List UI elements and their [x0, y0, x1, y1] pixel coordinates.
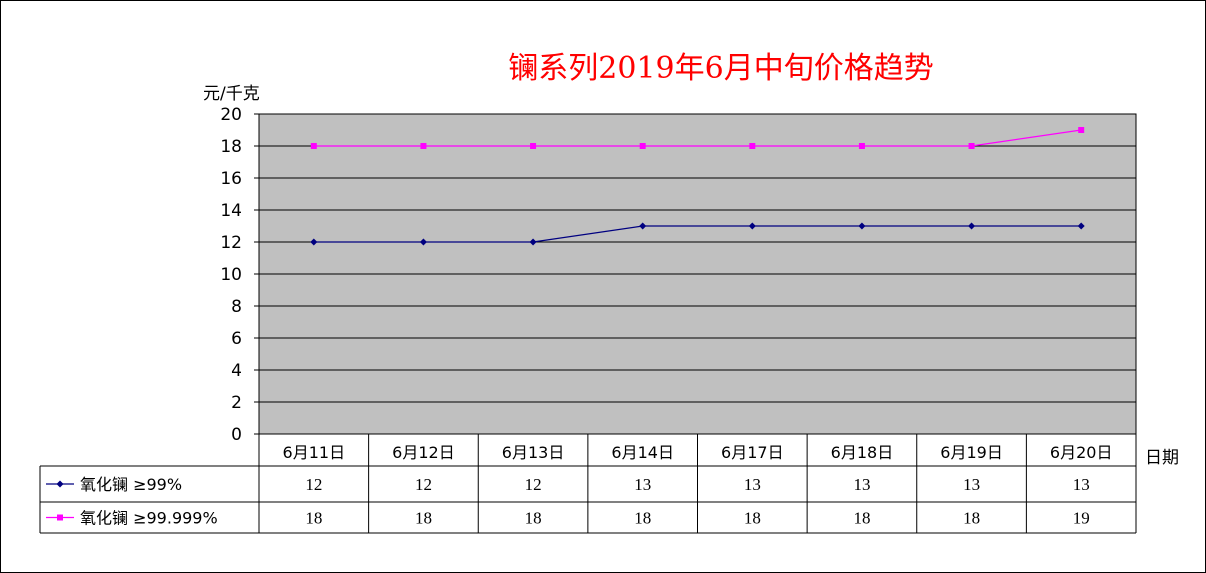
data-point-marker: [858, 143, 865, 149]
y-tick-label: 12: [220, 233, 242, 253]
data-point-marker: [530, 143, 537, 149]
table-value-cell: 12: [415, 475, 432, 494]
y-tick-label: 18: [220, 137, 242, 157]
x-category-label: 6月19日: [940, 443, 1003, 462]
y-axis-unit-label: 元/千克: [203, 84, 260, 104]
data-point-marker: [310, 238, 318, 246]
table-value-cell: 18: [634, 509, 651, 528]
data-point-marker: [858, 222, 866, 230]
table-value-cell: 13: [1073, 475, 1090, 494]
data-point-marker: [310, 143, 317, 149]
table-value-cell: 18: [744, 509, 761, 528]
table-value-cell: 13: [744, 475, 761, 494]
data-point-marker: [639, 222, 647, 230]
legend-marker: [57, 514, 63, 521]
series-line: [313, 129, 1082, 147]
table-value-cell: 18: [525, 509, 542, 528]
data-point-marker: [968, 143, 975, 149]
data-point-marker: [1078, 127, 1085, 133]
y-tick-label: 2: [231, 393, 242, 413]
y-tick-label: 8: [231, 297, 242, 317]
table-value-cell: 18: [853, 509, 870, 528]
x-category-label: 6月18日: [831, 443, 894, 462]
data-point-marker: [639, 143, 646, 149]
legend-marker: [56, 480, 64, 488]
table-value-cell: 18: [963, 509, 980, 528]
data-point-marker: [529, 238, 537, 246]
x-category-label: 6月17日: [721, 443, 784, 462]
table-value-cell: 13: [963, 475, 980, 494]
table-value-cell: 12: [525, 475, 542, 494]
legend-series-name: 氧化镧 ≥99.999%: [80, 509, 218, 528]
table-value-cell: 13: [853, 475, 870, 494]
table-value-cell: 13: [634, 475, 651, 494]
legend-series-name: 氧化镧 ≥99%: [80, 475, 182, 494]
chart-title: 镧系列2019年6月中旬价格趋势: [508, 51, 934, 86]
data-point-marker: [419, 238, 427, 246]
y-tick-label: 10: [220, 265, 242, 285]
x-category-label: 6月12日: [392, 443, 455, 462]
y-tick-label: 16: [220, 169, 242, 189]
data-point-marker: [968, 222, 976, 230]
series-line: [313, 225, 1082, 243]
x-category-label: 6月13日: [502, 443, 565, 462]
table-value-cell: 18: [415, 509, 432, 528]
x-category-label: 6月20日: [1050, 443, 1113, 462]
y-tick-label: 0: [231, 425, 242, 445]
table-value-cell: 18: [305, 509, 322, 528]
data-point-marker: [1077, 222, 1085, 230]
x-category-label: 6月14日: [611, 443, 674, 462]
y-tick-label: 4: [231, 361, 242, 381]
y-tick-label: 14: [220, 201, 242, 221]
y-tick-label: 6: [231, 329, 242, 349]
x-category-label: 6月11日: [283, 443, 346, 462]
table-value-cell: 12: [305, 475, 322, 494]
y-tick-label: 20: [220, 105, 242, 125]
data-point-marker: [749, 143, 756, 149]
data-point-marker: [748, 222, 756, 230]
data-point-marker: [420, 143, 427, 149]
table-value-cell: 19: [1073, 509, 1090, 528]
x-axis-label: 日期: [1145, 448, 1179, 468]
